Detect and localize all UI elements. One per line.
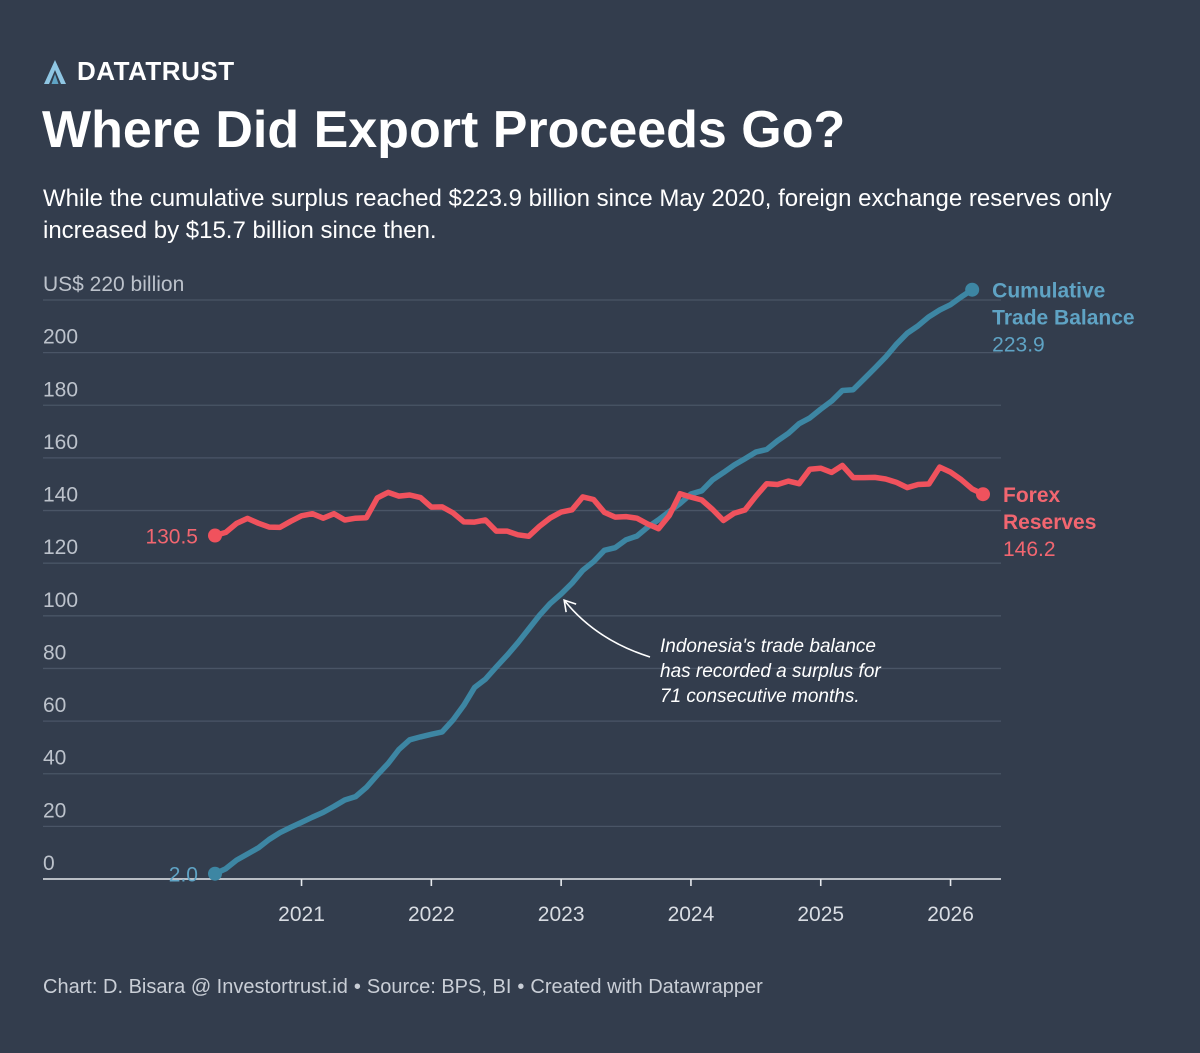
- y-tick-label: 0: [43, 852, 55, 875]
- trade_balance-start-point: [208, 866, 222, 881]
- y-tick-label: 80: [43, 641, 66, 664]
- forex-end-value-label: 146.2: [1003, 538, 1056, 561]
- chart-title: Where Did Export Proceeds Go?: [42, 101, 846, 159]
- series-labels: 2.0 Cumulative Trade Balance 223.9 130.5 Fore…: [145, 280, 1134, 887]
- footer: Chart: D. Bisara @ Investortrust.id • Sour…: [43, 976, 763, 999]
- annotation-text: Indonesia's trade balance: [660, 636, 876, 657]
- x-tick-label: 2026: [927, 903, 974, 926]
- y-tick-label: 120: [43, 536, 78, 559]
- annotation-text: has recorded a surplus for: [660, 661, 881, 682]
- trade_balance-series-label: Trade Balance: [992, 307, 1134, 330]
- x-tick-label: 2021: [278, 903, 325, 926]
- forex-start-value-label: 130.5: [145, 526, 198, 549]
- y-tick-label: 200: [43, 326, 78, 349]
- trade_balance-series-label: Cumulative: [992, 280, 1105, 303]
- datatrust-logo-icon: [44, 59, 66, 84]
- forex-line: [212, 462, 986, 540]
- y-axis-ticks: 0 20 40 60 80 100 120 140 160 180 200 US$ 220 billi…: [43, 273, 184, 875]
- chart-credit: Chart: D. Bisara @ Investortrust.id: [43, 976, 348, 998]
- gridlines: [43, 299, 1001, 828]
- source-credit: Source: BPS, BI: [366, 976, 512, 998]
- y-tick-label: 160: [43, 431, 78, 454]
- trade_balance-line: [212, 286, 975, 877]
- tool-credit: Created with Datawrapper: [530, 976, 763, 998]
- annotation-text: 71 consecutive months.: [660, 686, 860, 707]
- forex-series-label: Forex: [1003, 484, 1061, 507]
- series-lines: [208, 282, 990, 881]
- forex-series-label: Reserves: [1003, 511, 1096, 534]
- trade_balance-end-point: [965, 282, 980, 297]
- trade_balance-start-value-label: 2.0: [169, 864, 198, 887]
- x-tick-label: 2022: [408, 903, 455, 926]
- forex-start-point: [208, 528, 222, 543]
- brand-name: DATATRUST: [77, 56, 235, 86]
- y-tick-label: 20: [43, 799, 66, 822]
- x-axis: 2021 2022 2023 2024 2025 2026: [43, 878, 1001, 926]
- brand: DATATRUST: [43, 56, 235, 87]
- x-tick-label: 2024: [668, 903, 715, 926]
- chart-subtitle: While the cumulative surplus reached $22…: [43, 185, 1112, 244]
- annotation: Indonesia's trade balance has recorded a …: [563, 598, 881, 707]
- y-tick-label: US$ 220 billion: [43, 273, 184, 296]
- y-tick-label: 60: [43, 694, 66, 717]
- y-tick-label: 140: [43, 484, 78, 507]
- y-tick-label: 40: [43, 747, 66, 770]
- footer-separator: •: [353, 976, 361, 998]
- annotation-arrowhead: [563, 598, 577, 613]
- y-tick-label: 180: [43, 378, 78, 401]
- y-tick-label: 100: [43, 589, 78, 612]
- x-tick-label: 2023: [538, 903, 585, 926]
- footer-separator: •: [517, 976, 525, 998]
- trade_balance-end-value-label: 223.9: [992, 334, 1045, 357]
- x-tick-label: 2025: [797, 903, 844, 926]
- forex-end-point: [976, 487, 990, 502]
- annotation-arrow: [563, 599, 651, 658]
